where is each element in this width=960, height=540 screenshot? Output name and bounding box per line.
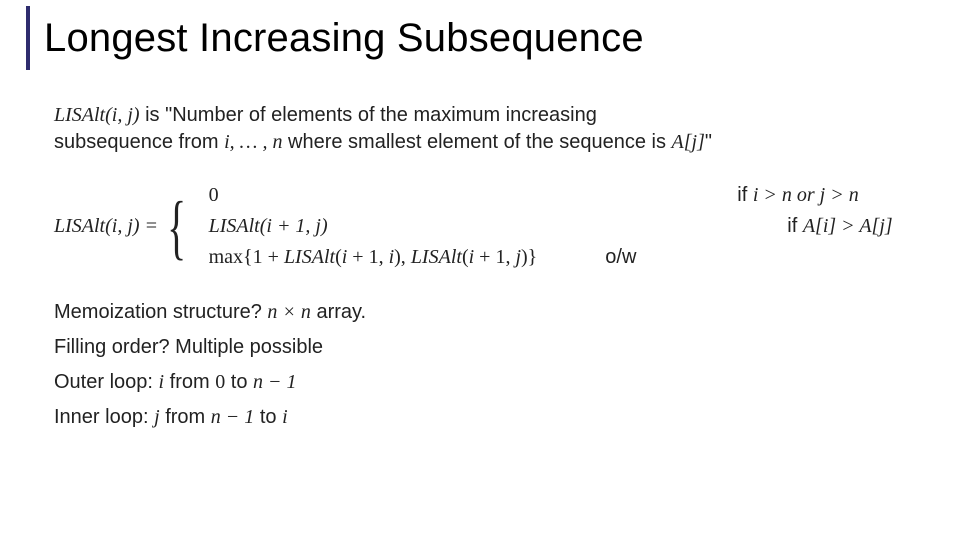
outer-from: 0 (215, 371, 225, 393)
outer-mid: from (164, 371, 215, 393)
recurrence-lhs: LISAlt(i, j) = (54, 213, 166, 240)
definition-range: i, … , n (224, 131, 282, 153)
outer-loop-line: Outer loop: i from 0 to n − 1 (54, 369, 920, 396)
notes-block: Memoization structure? n × n array. Fill… (54, 299, 920, 431)
outer-pre: Outer loop: (54, 371, 159, 393)
inner-from: n − 1 (211, 406, 255, 428)
case3-cond: o/w (597, 244, 892, 271)
definition-func: LISAlt(i, j) (54, 104, 140, 126)
case2-expr: LISAlt(i + 1, j) (209, 213, 538, 240)
case1-cond-math: i > n or j > n (753, 184, 859, 206)
inner-pre: Inner loop: (54, 406, 154, 428)
definition-block: LISAlt(i, j) is " Number of elements of t… (54, 102, 920, 156)
recurrence-block: LISAlt(i, j) = { 0 if i > n or j > n LIS… (54, 182, 920, 271)
case2-cond-pre: if (787, 215, 803, 237)
definition-desc1: Number of elements of the maximum increa… (172, 104, 597, 126)
outer-to: n − 1 (253, 371, 297, 393)
case2-cond: if A[i] > A[j] (597, 213, 892, 240)
slide-title: Longest Increasing Subsequence (44, 6, 644, 70)
memo-pre: Memoization structure? (54, 301, 267, 323)
inner-to: i (282, 406, 288, 428)
filling-order-line: Filling order? Multiple possible (54, 334, 920, 361)
slide-content: LISAlt(i, j) is " Number of elements of t… (54, 102, 920, 439)
definition-quote-close: " (705, 131, 712, 153)
inner-loop-line: Inner loop: j from n − 1 to i (54, 404, 920, 431)
title-accent-bar (26, 6, 30, 70)
definition-desc2-pre: subsequence from (54, 131, 224, 153)
memo-math: n × n (267, 301, 311, 323)
outer-to-word: to (225, 371, 253, 393)
cases-body: 0 if i > n or j > n LISAlt(i + 1, j) if … (209, 182, 893, 271)
case3-expr: max{1 + LISAlt(i + 1, i), LISAlt(i + 1, … (209, 244, 538, 271)
inner-to-word: to (254, 406, 282, 428)
left-brace: { (166, 191, 189, 263)
memo-line: Memoization structure? n × n array. (54, 299, 920, 326)
case2-cond-math: A[i] > A[j] (803, 215, 893, 237)
memo-post: array. (311, 301, 366, 323)
slide: Longest Increasing Subsequence LISAlt(i,… (0, 0, 960, 540)
definition-arr: A[j] (672, 131, 705, 153)
case1-cond-pre: if (737, 184, 753, 206)
definition-desc2-mid: where smallest element of the sequence i… (282, 131, 671, 153)
title-block: Longest Increasing Subsequence (26, 6, 644, 70)
case1-expr: 0 (209, 182, 538, 209)
inner-mid: from (160, 406, 211, 428)
definition-is: is (140, 104, 166, 126)
recurrence-lhs-func: LISAlt(i, j) = (54, 215, 158, 237)
case1-cond: if i > n or j > n (597, 182, 892, 209)
